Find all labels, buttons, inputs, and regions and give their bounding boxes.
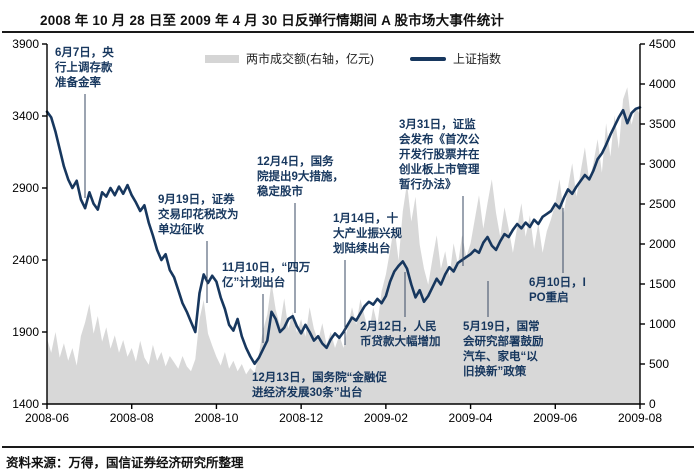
x-axis-tick-label: 2009-04 xyxy=(449,411,493,425)
x-axis-tick-label: 2008-08 xyxy=(110,411,154,425)
right-axis-tick-label: 4500 xyxy=(649,37,676,51)
event-annotation-1: 6月7日，央行上调存款准备金率 xyxy=(55,47,114,89)
right-axis-tick-label: 2500 xyxy=(649,197,676,211)
event-annotation-10: 6月10日，IPO重启 xyxy=(529,277,586,304)
legend-volume-label: 两市成交额(右轴，亿元) xyxy=(246,52,374,66)
x-axis-tick-label: 2008-12 xyxy=(279,411,323,425)
right-axis-tick-label: 1500 xyxy=(649,277,676,291)
right-axis-tick-label: 0 xyxy=(649,397,656,411)
right-axis-tick-label: 500 xyxy=(649,357,669,371)
x-axis-tick-label: 2009-02 xyxy=(364,411,408,425)
legend-item-index: 上证指数 xyxy=(410,50,501,67)
x-axis-tick-label: 2009-08 xyxy=(618,411,662,425)
event-annotation-7: 2月12日，人民币贷款大幅增加 xyxy=(360,321,441,348)
left-axis-tick-label: 1900 xyxy=(12,325,39,339)
index-line-series xyxy=(45,106,642,365)
right-axis-tick-label: 2000 xyxy=(649,237,676,251)
source-note: 资料来源：万得，国信证券经济研究所整理 xyxy=(6,456,244,470)
event-annotation-2: 9月19日，证券交易印花税改为单边征收 xyxy=(158,194,239,236)
right-axis-tick-label: 3500 xyxy=(649,117,676,131)
legend-area-swatch-icon xyxy=(205,54,239,63)
event-annotation-8: 3月31日，证监会发布《首次公开发行股票并在创业板上市管理暂行办法》 xyxy=(399,119,480,191)
left-axis-tick-label: 2400 xyxy=(12,253,39,267)
left-axis-tick-label: 3900 xyxy=(12,37,39,51)
left-axis-tick-label: 1400 xyxy=(12,397,39,411)
right-axis-tick-label: 1000 xyxy=(649,317,676,331)
source-divider xyxy=(2,446,694,448)
event-annotation-9: 5月19日，国常会研究部署鼓励汽车、家电“以旧换新”政策 xyxy=(463,321,544,378)
x-axis-tick-label: 2008-06 xyxy=(25,411,69,425)
left-axis-tick-label: 2900 xyxy=(12,181,39,195)
event-annotation-5: 1月14日，十大产业振兴规划陆续出台 xyxy=(333,213,402,255)
event-annotation-4: 12月4日，国务院提出9大措施，稳定股市 xyxy=(257,156,344,198)
chart-title: 2008 年 10 月 28 日至 2009 年 4 月 30 日反弹行情期间 … xyxy=(40,13,505,28)
right-axis-tick-label: 3000 xyxy=(649,157,676,171)
chart-legend: 两市成交额(右轴，亿元) 上证指数 xyxy=(205,50,501,67)
title-divider xyxy=(2,31,694,33)
event-annotation-6: 12月13日，国务院“金融促进经济发展30条”出台 xyxy=(252,372,387,399)
legend-item-volume: 两市成交额(右轴，亿元) xyxy=(205,50,374,67)
right-axis-tick-label: 4000 xyxy=(649,77,676,91)
legend-index-label: 上证指数 xyxy=(453,52,502,66)
left-axis-tick-label: 3400 xyxy=(12,109,39,123)
x-axis-tick-label: 2009-06 xyxy=(533,411,577,425)
legend-line-swatch-icon xyxy=(410,56,446,61)
x-axis-tick-label: 2008-10 xyxy=(194,411,238,425)
volume-area-series xyxy=(47,87,640,404)
event-annotation-3: 11月10日，“四万亿”计划出台 xyxy=(222,262,311,289)
